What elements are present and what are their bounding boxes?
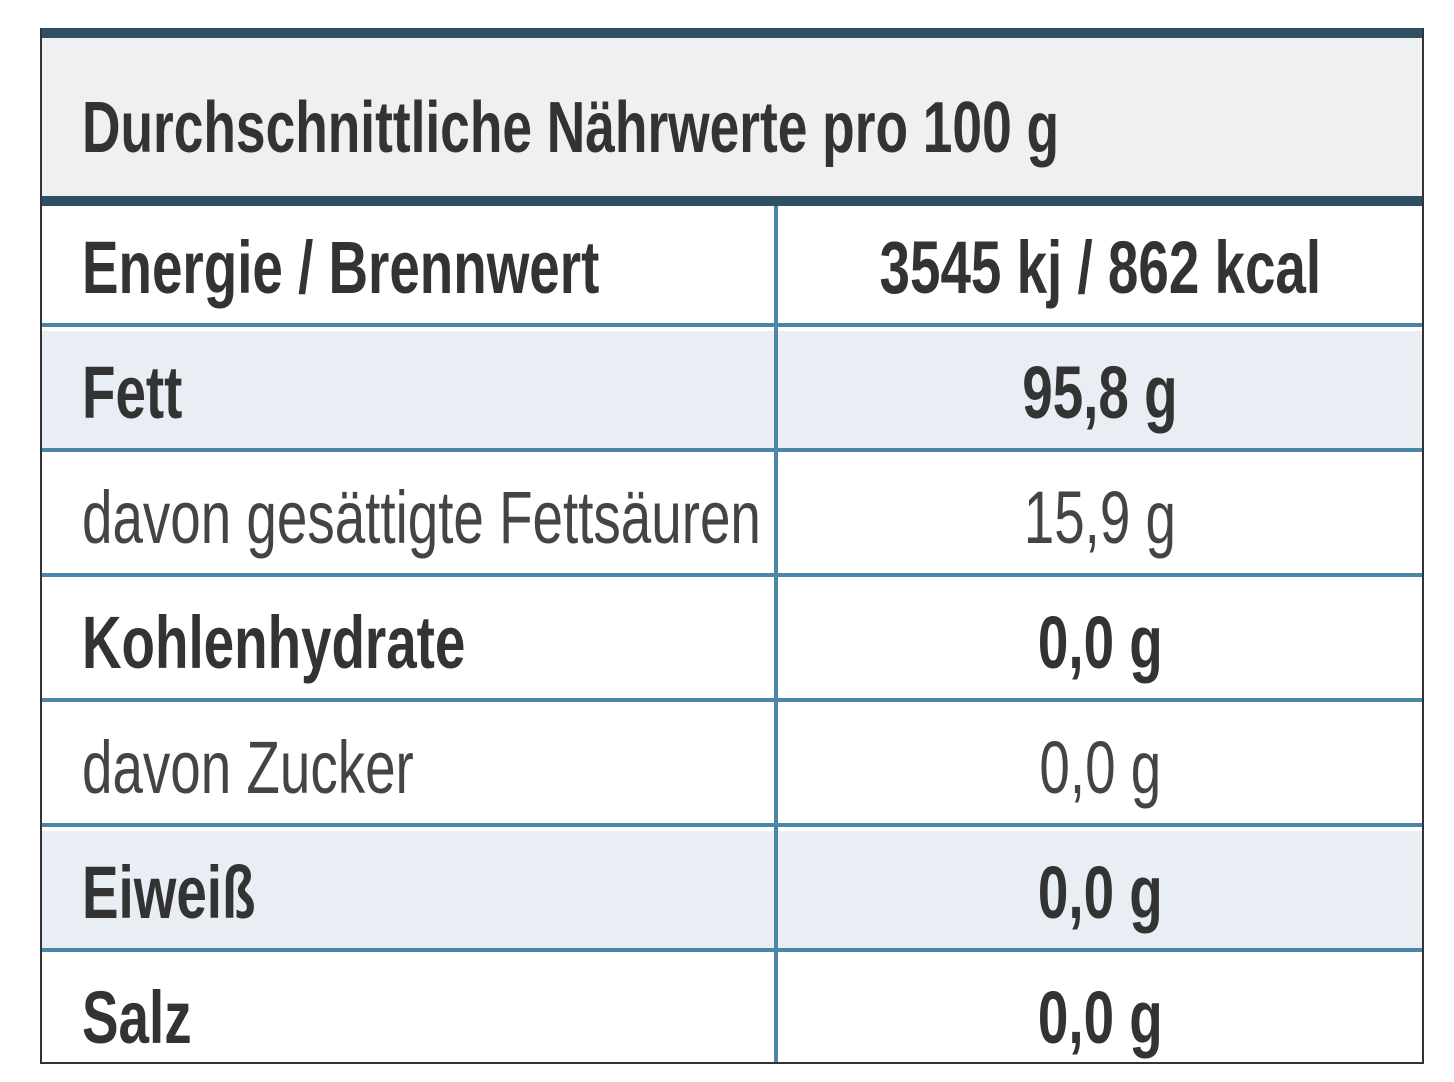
table-row: davon gesättigte Fettsäuren 15,9 g bbox=[42, 456, 1422, 577]
row-label: Fett bbox=[82, 351, 183, 434]
row-label-cell: Energie / Brennwert bbox=[82, 228, 781, 308]
row-value-cell: 0,0 g bbox=[778, 978, 1422, 1058]
table-header: Durchschnittliche Nährwerte pro 100 g bbox=[42, 38, 1422, 200]
row-label-cell: davon gesättigte Fettsäuren bbox=[82, 478, 999, 558]
table-row: Eiweiß 0,0 g bbox=[42, 831, 1422, 952]
row-value: 0,0 g bbox=[1037, 601, 1163, 684]
row-label: Energie / Brennwert bbox=[82, 226, 600, 309]
row-value: 3545 kj / 862 kcal bbox=[879, 226, 1321, 309]
table-row: Fett 95,8 g bbox=[42, 331, 1422, 452]
row-value-cell: 0,0 g bbox=[778, 853, 1422, 933]
table-row: davon Zucker 0,0 g bbox=[42, 706, 1422, 827]
row-label-cell: Kohlenhydrate bbox=[82, 603, 600, 683]
row-value: 95,8 g bbox=[1022, 351, 1178, 434]
table-title: Durchschnittliche Nährwerte pro 100 g bbox=[82, 88, 1060, 168]
row-label-cell: Salz bbox=[82, 978, 230, 1058]
top-bar bbox=[42, 28, 1422, 38]
table-row: Kohlenhydrate 0,0 g bbox=[42, 581, 1422, 702]
row-value: 0,0 g bbox=[1039, 726, 1161, 809]
row-value: 0,0 g bbox=[1037, 851, 1163, 934]
row-value-cell: 3545 kj / 862 kcal bbox=[778, 228, 1422, 308]
nutrition-table: Durchschnittliche Nährwerte pro 100 g En… bbox=[40, 28, 1424, 1064]
row-value-cell: 0,0 g bbox=[778, 728, 1422, 808]
table-row: Energie / Brennwert 3545 kj / 862 kcal bbox=[42, 206, 1422, 327]
row-label: davon gesättigte Fettsäuren bbox=[82, 476, 761, 559]
row-label-cell: davon Zucker bbox=[82, 728, 530, 808]
row-label-cell: Fett bbox=[82, 353, 218, 433]
row-value-cell: 15,9 g bbox=[778, 478, 1422, 558]
row-label: Eiweiß bbox=[82, 851, 256, 934]
row-label: Salz bbox=[82, 976, 192, 1059]
row-label: davon Zucker bbox=[82, 726, 414, 809]
table-row: Salz 0,0 g bbox=[42, 956, 1422, 1062]
row-value-cell: 95,8 g bbox=[778, 353, 1422, 433]
row-label: Kohlenhydrate bbox=[82, 601, 466, 684]
row-value: 15,9 g bbox=[1023, 476, 1177, 559]
column-divider bbox=[774, 206, 778, 1062]
row-value-cell: 0,0 g bbox=[778, 603, 1422, 683]
row-label-cell: Eiweiß bbox=[82, 853, 316, 933]
header-rule bbox=[42, 196, 1422, 206]
row-value: 0,0 g bbox=[1037, 976, 1163, 1059]
